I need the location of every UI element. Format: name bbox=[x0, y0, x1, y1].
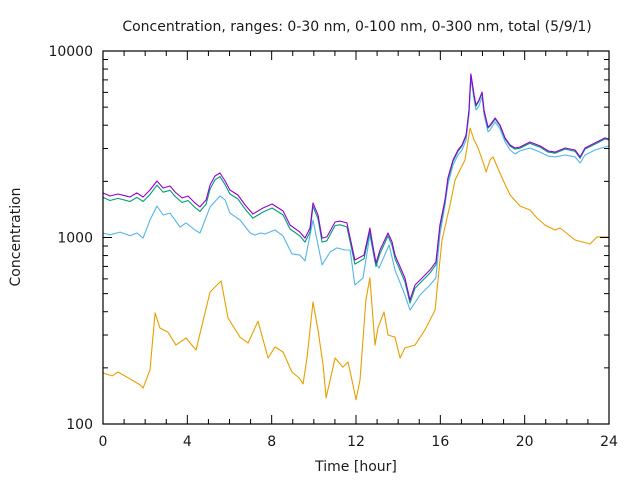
y-tick-labels: 100 1000 10000 bbox=[48, 44, 93, 433]
chart-title: Concentration, ranges: 0-30 nm, 0-100 nm… bbox=[122, 19, 591, 35]
ticks-layer bbox=[102, 50, 610, 425]
series-layer bbox=[102, 73, 610, 401]
y-tick-label: 10000 bbox=[48, 44, 93, 60]
x-tick-label: 20 bbox=[516, 434, 534, 450]
x-tick-labels: 0 4 8 12 16 20 24 bbox=[99, 434, 618, 450]
series-line-total bbox=[102, 73, 610, 301]
y-axis-label: Concentration bbox=[8, 187, 24, 286]
x-axis-label: Time [hour] bbox=[314, 459, 397, 475]
x-tick-label: 8 bbox=[267, 434, 276, 450]
y-tick-label: 100 bbox=[66, 417, 93, 433]
x-tick-label: 4 bbox=[183, 434, 192, 450]
x-tick-label: 12 bbox=[347, 434, 365, 450]
series-line-0-100-nm bbox=[102, 77, 610, 311]
x-tick-label: 0 bbox=[99, 434, 108, 450]
series-line-0-30-nm bbox=[102, 127, 609, 401]
x-tick-label: 24 bbox=[600, 434, 618, 450]
y-tick-label: 1000 bbox=[57, 231, 93, 247]
x-tick-label: 16 bbox=[431, 434, 449, 450]
